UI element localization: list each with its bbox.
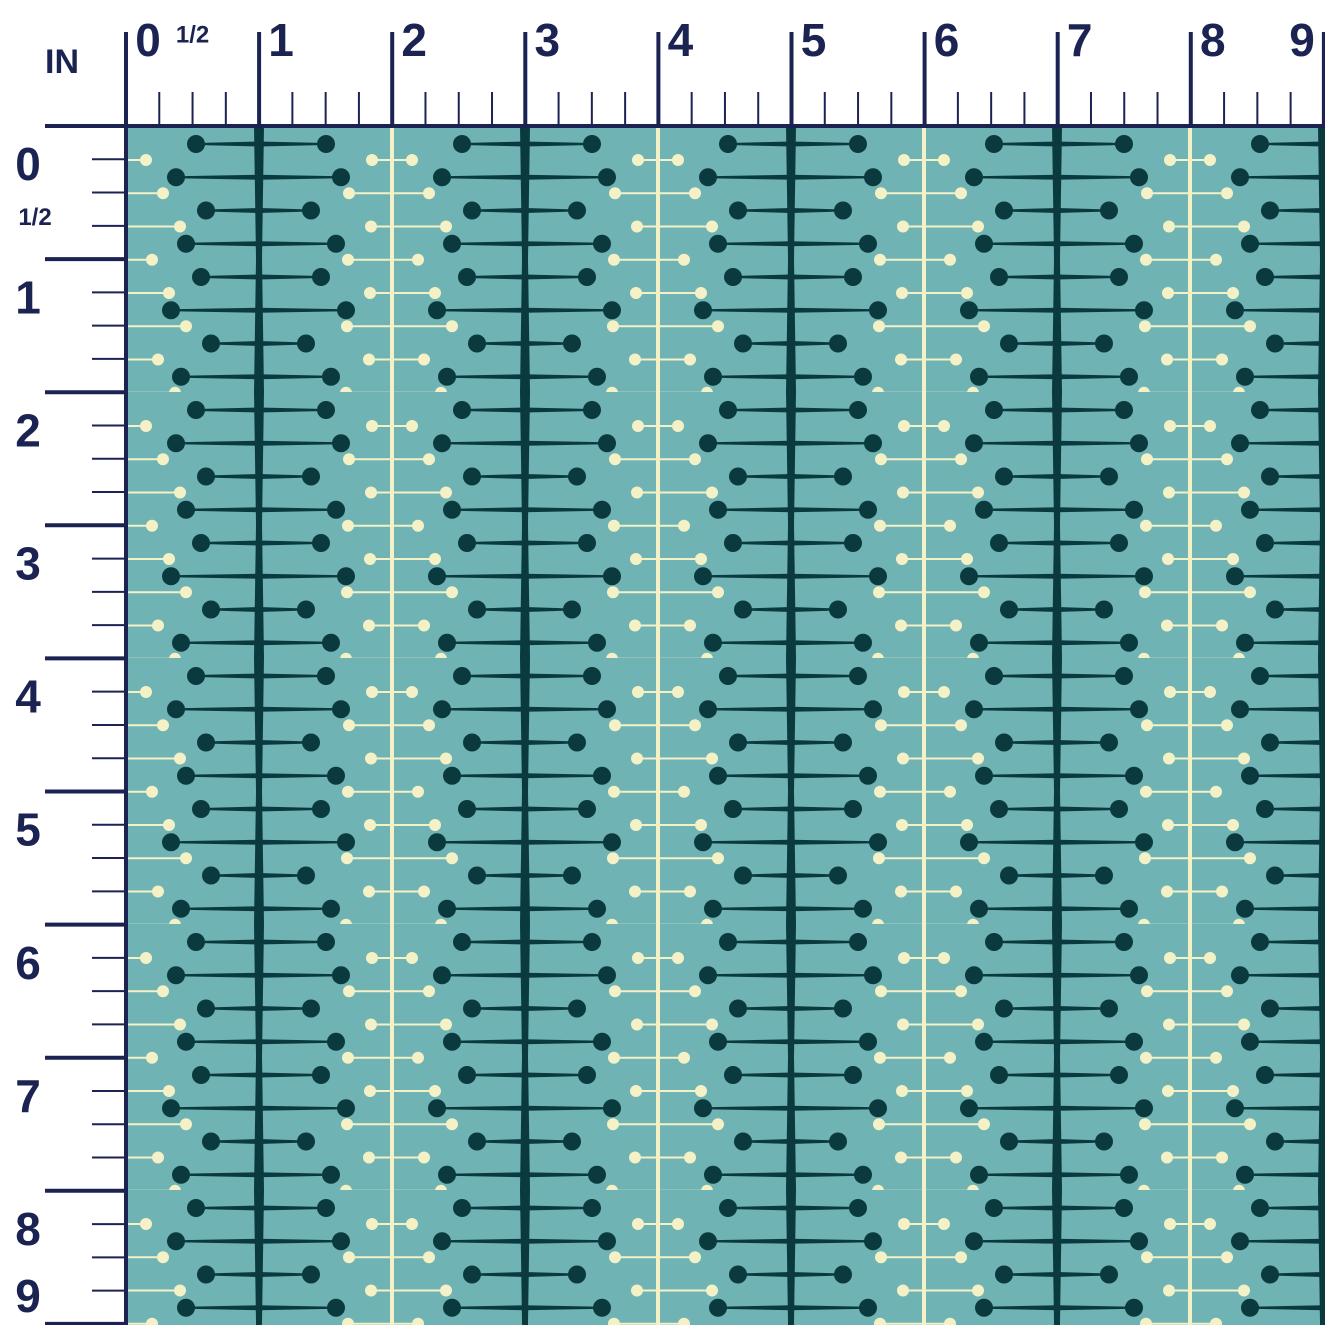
left-ruler-label: 5 xyxy=(15,804,41,856)
top-ruler-label: 2 xyxy=(401,14,427,66)
left-ruler-label: 8 xyxy=(15,1203,41,1255)
top-ruler-label: 1 xyxy=(268,14,294,66)
left-ruler-label: 9 xyxy=(15,1270,41,1322)
left-ruler-label: 1/2 xyxy=(18,204,51,231)
ruler-top-band xyxy=(0,0,1325,126)
left-ruler-label: 7 xyxy=(15,1070,41,1122)
top-ruler-label: 7 xyxy=(1067,14,1093,66)
top-ruler-label: 4 xyxy=(668,14,694,66)
fabric-swatch xyxy=(126,126,1325,1325)
top-ruler-label: 0 xyxy=(135,14,161,66)
top-ruler-label: 5 xyxy=(801,14,827,66)
top-ruler-label: 9 xyxy=(1289,14,1315,66)
top-ruler-label: 8 xyxy=(1200,14,1226,66)
left-ruler-label: 6 xyxy=(15,937,41,989)
left-ruler-label: 4 xyxy=(15,671,41,723)
left-ruler-label: 3 xyxy=(15,537,41,589)
top-ruler-label: 3 xyxy=(535,14,561,66)
ruler-left-band xyxy=(0,0,126,1325)
left-ruler-label: 0 xyxy=(15,138,41,190)
left-ruler-label: 2 xyxy=(15,404,41,456)
top-ruler-label: 1/2 xyxy=(176,21,209,48)
unit-label: IN xyxy=(45,43,79,81)
top-ruler-label: 6 xyxy=(934,14,960,66)
left-ruler-label: 1 xyxy=(15,271,41,323)
